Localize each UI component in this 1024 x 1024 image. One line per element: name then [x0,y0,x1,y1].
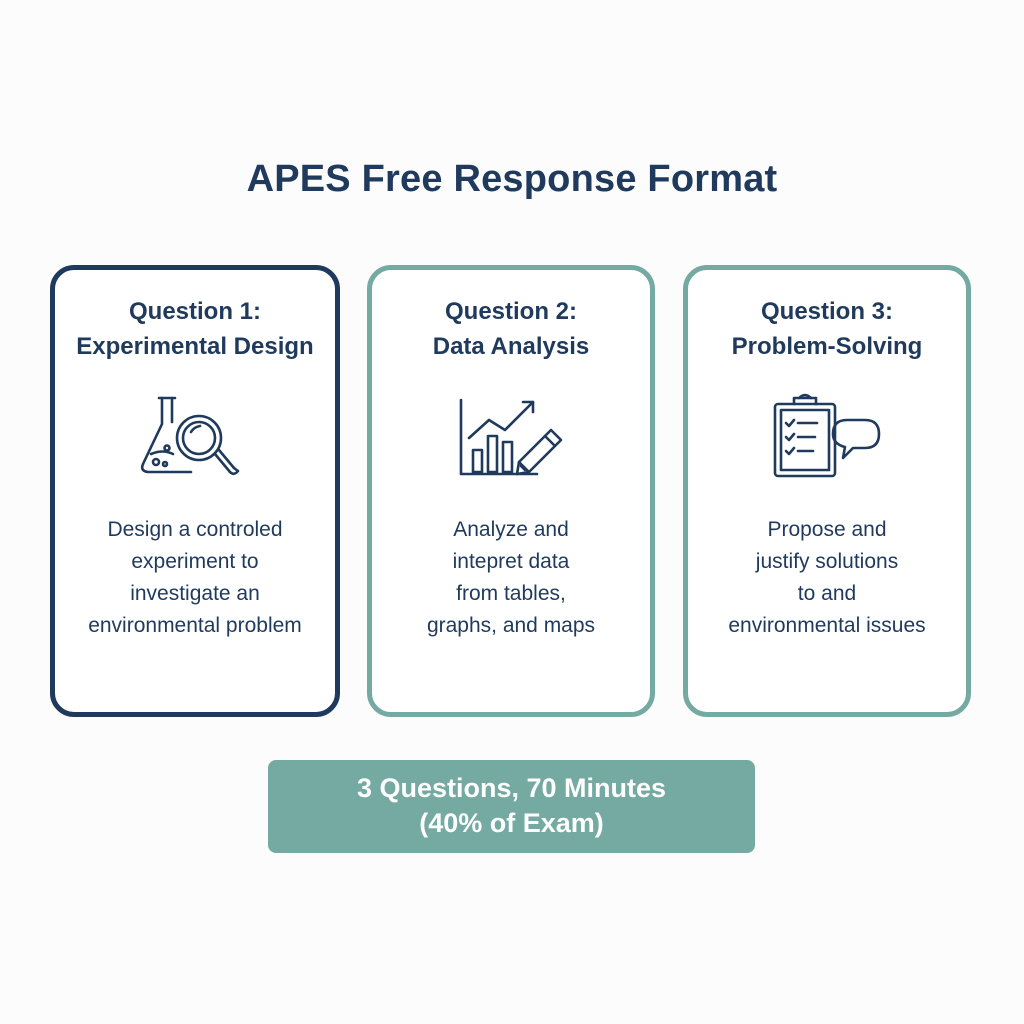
card-description-line: Design a controled [107,518,283,541]
question-1-card: Question 1: Experimental Design Design a… [50,265,340,717]
card-heading-topic: Data Analysis [432,333,590,360]
card-description-line: Propose and [767,518,887,541]
card-description-line: to and [797,582,857,605]
card-heading-topic: Problem-Solving [731,333,923,360]
clipboard-speech-icon [769,392,885,486]
card-heading-topic: Experimental Design [76,333,314,360]
chart-pencil-icon [453,392,569,486]
card-description-line: environmental issues [728,614,926,637]
flask-magnifier-icon [137,392,253,486]
card-description-line: investigate an [130,582,260,605]
card-description: Analyze and intepret data from tables, g… [372,514,650,642]
card-description-line: graphs, and maps [426,614,596,637]
question-2-card: Question 2: Data Analysis Analyze and in… [367,265,655,717]
card-description-line: justify solutions [755,550,899,573]
card-heading-number: Question 3: [760,298,893,325]
card-heading-number: Question 1: [128,298,261,325]
card-heading: Question 1: Experimental Design [55,294,335,364]
card-description-line: from tables, [456,582,566,605]
card-heading-number: Question 2: [444,298,577,325]
card-description: Design a controled experiment to investi… [55,514,335,642]
card-description-line: intepret data [452,550,570,573]
card-description: Propose and justify solutions to and env… [688,514,966,642]
exam-summary-banner: 3 Questions, 70 Minutes (40% of Exam) [268,760,755,853]
card-heading: Question 2: Data Analysis [372,294,650,364]
page-title: APES Free Response Format [246,158,778,200]
card-description-line: Analyze and [453,518,569,541]
question-3-card: Question 3: Problem-Solving Propose and … [683,265,971,717]
card-description-line: environmental problem [88,614,302,637]
card-description-line: experiment to [131,550,259,573]
summary-exam-weight: (40% of Exam) [419,808,604,838]
card-heading: Question 3: Problem-Solving [688,294,966,364]
summary-questions-time: 3 Questions, 70 Minutes [356,773,667,803]
